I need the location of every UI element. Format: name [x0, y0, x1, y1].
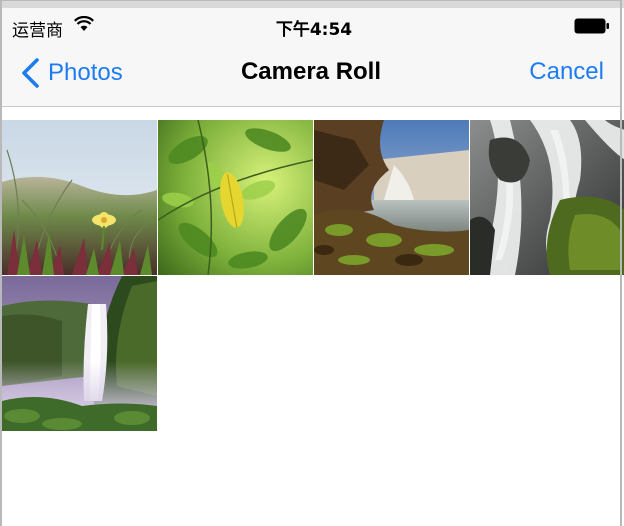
photo-waterfall-canyon[interactable]: [314, 120, 469, 275]
back-button-label: Photos: [48, 59, 123, 86]
status-time: 下午4:54: [275, 20, 353, 40]
carrier-label: 运营商: [12, 21, 63, 41]
wifi-icon: [74, 16, 94, 31]
window-top-edge: [0, 0, 624, 8]
back-button[interactable]: Photos: [20, 56, 123, 90]
page-title: Camera Roll: [240, 58, 382, 85]
cancel-button[interactable]: Cancel: [529, 58, 604, 85]
battery-icon: [574, 18, 609, 34]
status-bar: 运营商 下午4:54: [2, 8, 620, 42]
chevron-left-icon: [22, 58, 39, 88]
navigation-bar: Photos Camera Roll Cancel: [2, 42, 620, 107]
photo-grass-flower[interactable]: [2, 120, 157, 275]
photo-waterfall-cliff[interactable]: [2, 276, 157, 431]
photo-green-leaves[interactable]: [158, 120, 313, 275]
photo-waterfall-mossy[interactable]: [470, 120, 624, 275]
